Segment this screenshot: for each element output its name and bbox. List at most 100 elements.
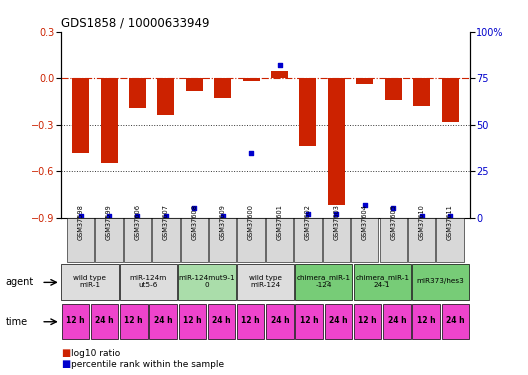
Text: chimera_miR-1
24-1: chimera_miR-1 24-1	[355, 274, 409, 288]
Bar	[271, 70, 288, 78]
Text: GSM37611: GSM37611	[447, 204, 453, 240]
Bar	[152, 218, 180, 262]
Bar	[178, 304, 206, 339]
Bar	[266, 218, 293, 262]
Bar	[149, 304, 177, 339]
Point	[304, 211, 312, 217]
Bar	[385, 78, 402, 100]
Text: chimera_miR-1
-124: chimera_miR-1 -124	[297, 274, 351, 288]
Bar	[299, 78, 316, 146]
Bar	[209, 218, 237, 262]
Bar	[96, 218, 122, 262]
Text: wild type
miR-124: wild type miR-124	[249, 275, 282, 288]
Bar	[178, 264, 235, 300]
Bar	[296, 304, 323, 339]
Text: 12 h: 12 h	[125, 316, 143, 325]
Point	[190, 205, 199, 211]
Bar	[237, 264, 294, 300]
Text: wild type
miR-1: wild type miR-1	[73, 275, 107, 288]
Text: GSM37609: GSM37609	[220, 204, 225, 240]
Text: log10 ratio: log10 ratio	[71, 349, 120, 358]
Text: GSM37605: GSM37605	[390, 204, 396, 240]
Bar	[181, 218, 208, 262]
Bar	[351, 218, 379, 262]
Point	[162, 213, 170, 219]
Bar	[242, 78, 260, 81]
Point	[446, 213, 454, 219]
Bar	[120, 264, 177, 300]
Bar	[186, 78, 203, 91]
Bar	[100, 78, 118, 164]
Bar	[91, 304, 118, 339]
Point	[418, 213, 426, 219]
Point	[389, 205, 398, 211]
Text: GSM37607: GSM37607	[163, 204, 169, 240]
Point	[219, 213, 227, 219]
Bar	[323, 218, 350, 262]
Text: 12 h: 12 h	[300, 316, 318, 325]
Bar	[436, 218, 464, 262]
Text: GSM37608: GSM37608	[191, 204, 197, 240]
Bar	[208, 304, 235, 339]
Bar	[380, 218, 407, 262]
Bar	[412, 304, 440, 339]
Text: miR373/hes3: miR373/hes3	[417, 278, 465, 284]
Bar	[129, 78, 146, 108]
Bar	[67, 218, 95, 262]
Bar	[266, 304, 294, 339]
Point	[105, 213, 113, 219]
Text: time: time	[5, 317, 27, 327]
Bar	[124, 218, 151, 262]
Bar	[354, 304, 381, 339]
Text: 12 h: 12 h	[359, 316, 377, 325]
Bar	[413, 78, 430, 106]
Text: 24 h: 24 h	[329, 316, 348, 325]
Bar	[294, 218, 322, 262]
Text: 24 h: 24 h	[388, 316, 406, 325]
Text: miR-124m
ut5-6: miR-124m ut5-6	[130, 275, 167, 288]
Text: GSM37603: GSM37603	[333, 204, 340, 240]
Bar	[354, 264, 411, 300]
Text: GSM37606: GSM37606	[135, 204, 140, 240]
Bar	[61, 264, 119, 300]
Point	[247, 150, 256, 156]
Text: 12 h: 12 h	[66, 316, 84, 325]
Point	[361, 201, 369, 207]
Text: GSM37610: GSM37610	[419, 204, 425, 240]
Bar	[120, 304, 147, 339]
Text: 12 h: 12 h	[183, 316, 202, 325]
Text: GDS1858 / 10000633949: GDS1858 / 10000633949	[61, 17, 209, 30]
Text: miR-124mut9-1
0: miR-124mut9-1 0	[178, 275, 235, 288]
Bar	[214, 78, 231, 98]
Text: GSM37601: GSM37601	[277, 204, 282, 240]
Point	[332, 211, 341, 217]
Point	[77, 213, 85, 219]
Text: GSM37604: GSM37604	[362, 204, 368, 240]
Text: GSM37600: GSM37600	[248, 204, 254, 240]
Text: 24 h: 24 h	[95, 316, 114, 325]
Bar	[441, 304, 469, 339]
Bar	[325, 304, 352, 339]
Bar	[62, 304, 89, 339]
Bar	[383, 304, 411, 339]
Text: 12 h: 12 h	[417, 316, 436, 325]
Text: GSM37598: GSM37598	[78, 204, 83, 240]
Text: 24 h: 24 h	[446, 316, 465, 325]
Text: ■: ■	[61, 360, 70, 369]
Bar	[157, 78, 174, 116]
Bar	[412, 264, 469, 300]
Text: GSM37602: GSM37602	[305, 204, 311, 240]
Text: percentile rank within the sample: percentile rank within the sample	[71, 360, 224, 369]
Bar	[328, 78, 345, 205]
Point	[275, 62, 284, 68]
Text: 24 h: 24 h	[271, 316, 289, 325]
Bar	[72, 78, 89, 153]
Text: GSM37599: GSM37599	[106, 204, 112, 240]
Point	[133, 213, 142, 219]
Bar	[237, 304, 265, 339]
Bar	[238, 218, 265, 262]
Text: agent: agent	[5, 278, 34, 287]
Text: 24 h: 24 h	[154, 316, 172, 325]
Text: ■: ■	[61, 348, 70, 358]
Text: 12 h: 12 h	[241, 316, 260, 325]
